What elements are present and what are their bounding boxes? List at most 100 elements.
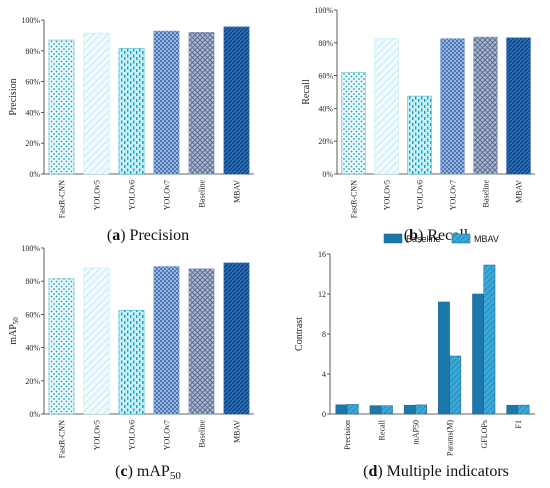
x-tick-label: Recall (377, 419, 386, 440)
bar-baseline (188, 32, 215, 175)
bar-mbav-recall (381, 405, 393, 415)
x-tick-label: YOLOv5 (383, 180, 392, 210)
bar-baseline-params-m- (438, 301, 450, 415)
bar-mbav-map50 (415, 404, 427, 415)
panel-caption: (d) Multiple indicators (363, 463, 509, 480)
x-tick-label: MBAV (233, 420, 242, 443)
x-tick-label: MBAV (233, 180, 242, 203)
y-axis-label-subscript: 50 (12, 317, 20, 325)
legend-swatch-mbav (451, 233, 471, 244)
x-tick-label: YOLOv7 (163, 420, 172, 450)
bar-yolov6 (407, 95, 432, 175)
bar-mbav-gflops (483, 264, 496, 415)
bar-baseline-gflops (472, 293, 485, 415)
y-tick-label: 40% (318, 104, 333, 113)
panel-caption-letter: c (120, 463, 127, 480)
x-tick-label: GFLOPs (480, 420, 489, 448)
legend: Baseline MBAV (383, 233, 499, 244)
bar-mbav-params-m- (449, 355, 462, 415)
y-tick-label: 80% (318, 39, 333, 48)
bar-baseline-map50 (403, 404, 416, 415)
x-tick-label: MBAV (515, 180, 524, 203)
bar-mbav (223, 262, 250, 415)
bar-baseline (188, 268, 215, 415)
y-tick-label: 60% (25, 78, 40, 87)
bar-yolov5 (83, 32, 110, 175)
panel-caption-letter: b (409, 227, 418, 244)
y-tick-label: 60% (25, 310, 40, 319)
x-tick-label: FastR-CNN (58, 180, 67, 218)
x-tick-label: Baseline (482, 180, 491, 208)
y-tick-label: 8 (322, 330, 326, 339)
x-tick-label: Baseline (198, 420, 207, 448)
x-tick-label: YOLOv7 (449, 180, 458, 210)
bar-yolov5 (83, 267, 110, 415)
x-tick-label: YOLOv6 (416, 180, 425, 210)
chart-panel-c: 0% 20% 40% 60% 80% 100% mAP50 FastR-CNN YOLOv5 YO… (8, 244, 254, 482)
y-tick-label: 16 (318, 250, 326, 259)
legend-swatch-baseline (383, 233, 403, 244)
bar-fastr-cnn (341, 72, 366, 175)
bar-baseline-precision (335, 404, 348, 415)
y-tick-label: 100% (21, 244, 40, 253)
panel-caption-subscript: 50 (170, 470, 182, 482)
bar-yolov7 (153, 30, 180, 175)
y-tick-label: 20% (318, 137, 333, 146)
y-tick-label: 100% (21, 16, 40, 25)
y-tick-label: 100% (314, 6, 333, 15)
y-tick-label: 80% (25, 277, 40, 286)
y-tick-label: 4 (322, 370, 326, 379)
bar-mbav-f1 (517, 404, 530, 415)
bar-baseline-f1 (506, 405, 519, 415)
y-tick-label: 0% (29, 410, 40, 419)
y-tick-label: 60% (318, 72, 333, 81)
y-tick-label: 12 (318, 290, 326, 299)
bar-fastr-cnn (48, 39, 75, 175)
bar-yolov5 (374, 38, 399, 175)
y-tick-label: 20% (25, 139, 40, 148)
y-tick-label: 0% (29, 170, 40, 179)
chart-panel-a: 0% 20% 40% 60% 80% 100% Precision FastR-CNN YOLO… (8, 16, 254, 244)
y-axis-label: Contrast (294, 317, 305, 351)
y-tick-label: 40% (25, 108, 40, 117)
bar-yolov6 (118, 309, 145, 415)
x-tick-label: FastR-CNN (350, 180, 359, 218)
bar-mbav (506, 37, 531, 175)
x-tick-label: Params(M) (446, 420, 455, 456)
panel-caption: (c) mAP50 (115, 463, 181, 482)
x-tick-label: YOLOv6 (128, 420, 137, 450)
panel-caption-letter: a (112, 227, 120, 244)
bar-yolov7 (153, 266, 180, 415)
x-tick-label: F1 (514, 420, 523, 428)
x-tick-label: YOLOv5 (93, 420, 102, 450)
bar-yolov6 (118, 48, 145, 175)
x-tick-label: Baseline (198, 180, 207, 208)
legend-label-baseline: Baseline (406, 234, 441, 244)
bar-yolov7 (440, 38, 465, 175)
legend-label-mbav: MBAV (474, 234, 499, 244)
x-tick-label: YOLOv6 (128, 180, 137, 210)
panel-caption-letter: d (368, 463, 377, 480)
y-tick-label: 80% (25, 47, 40, 56)
bar-mbav-precision (346, 404, 359, 415)
x-tick-label: FastR-CNN (58, 420, 67, 458)
y-tick-label: 40% (25, 344, 40, 353)
bar-mbav (223, 26, 250, 175)
x-tick-label: mAP50 (411, 420, 420, 444)
y-tick-label: 0 (322, 410, 326, 419)
x-tick-label: YOLOv7 (163, 180, 172, 210)
y-axis-label: mAP50 (8, 317, 20, 345)
bar-baseline-recall (369, 405, 382, 415)
y-tick-label: 0% (322, 170, 333, 179)
y-tick-label: 20% (25, 377, 40, 386)
bar-baseline (473, 36, 498, 175)
x-tick-label: Precision (343, 420, 352, 450)
y-axis-label: Recall (301, 79, 312, 105)
x-tick-label: YOLOv5 (93, 180, 102, 210)
chart-panel-b: 0% 20% 40% 60% 80% 100% Recall FastR-CNN YOLOv5 Y… (301, 6, 535, 244)
bar-fastr-cnn (48, 278, 75, 415)
panel-caption: (a) Precision (107, 227, 189, 244)
chart-panel-d: 0 4 8 12 16 Contrast Precision Recall mAP50 Param… (294, 233, 535, 480)
y-axis-label: Precision (8, 78, 19, 115)
